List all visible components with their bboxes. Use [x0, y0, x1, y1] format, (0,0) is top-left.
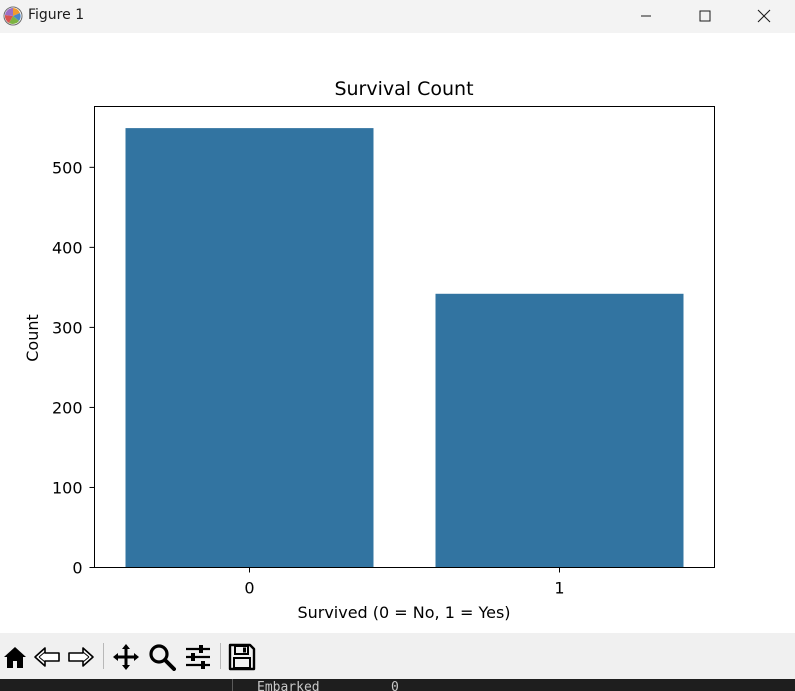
window-title: Figure 1 [28, 7, 85, 23]
y-tick-label: 300 [52, 318, 83, 337]
y-axis-ticks: 0 100 200 300 400 500 [52, 158, 95, 578]
zoom-button[interactable] [147, 642, 177, 672]
back-button[interactable] [32, 642, 62, 672]
minimize-icon [641, 15, 651, 16]
forward-icon [68, 647, 94, 667]
y-axis-label: Count [23, 314, 42, 362]
toolbar-separator [220, 643, 221, 669]
zoom-icon [149, 644, 176, 671]
bars-layer [125, 128, 684, 568]
axes-frame [94, 106, 715, 568]
matplotlib-icon [3, 6, 23, 26]
configure-subplots-button[interactable] [183, 642, 213, 672]
background-console: Embarked 0 [0, 679, 795, 691]
home-button[interactable] [0, 642, 30, 672]
y-tick-label: 0 [72, 559, 82, 578]
bar-0 [125, 128, 374, 568]
save-icon [228, 643, 256, 671]
title-bar: Figure 1 [0, 0, 795, 33]
maximize-button[interactable] [682, 0, 728, 31]
navigation-toolbar [0, 633, 795, 679]
y-tick-label: 200 [52, 398, 83, 417]
home-icon [4, 647, 26, 668]
minimize-button[interactable] [623, 0, 669, 31]
y-tick-label: 400 [52, 238, 83, 257]
pan-button[interactable] [111, 642, 141, 672]
maximize-icon [699, 10, 711, 21]
console-divider [232, 679, 233, 691]
close-button[interactable] [741, 0, 787, 31]
close-icon [757, 9, 771, 22]
y-tick-label: 100 [52, 478, 83, 497]
chart-title: Survival Count [334, 78, 473, 100]
x-axis-label: Survived (0 = No, 1 = Yes) [297, 603, 510, 622]
back-icon [34, 647, 60, 667]
console-value: 0 [391, 680, 399, 691]
x-tick-label: 0 [244, 579, 254, 598]
bar-1 [435, 293, 684, 568]
x-tick-label: 1 [554, 579, 564, 598]
console-label: Embarked [257, 680, 320, 691]
configure-subplots-icon [186, 645, 210, 669]
pan-icon [113, 644, 139, 670]
toolbar-separator [103, 643, 104, 669]
forward-button[interactable] [66, 642, 96, 672]
y-tick-label: 500 [52, 158, 83, 177]
save-button[interactable] [227, 642, 257, 672]
